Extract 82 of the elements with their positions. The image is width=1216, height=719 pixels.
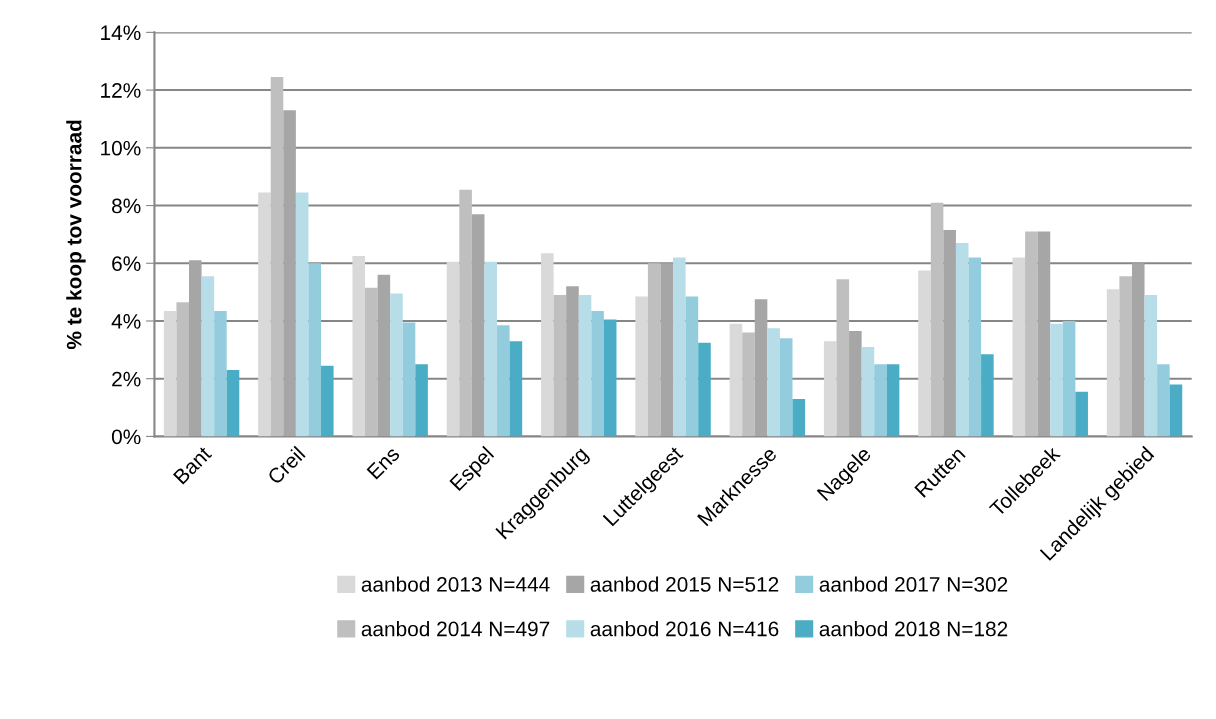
bar: [390, 293, 403, 437]
bar: [1037, 231, 1051, 437]
bar: [673, 257, 686, 437]
bar: [836, 279, 850, 437]
y-axis-title: % te koop tov voorraad: [66, 120, 86, 350]
bar: [163, 310, 177, 437]
y-tick-label: 8%: [112, 198, 141, 214]
bar: [591, 310, 604, 437]
bar: [955, 243, 969, 437]
y-tick-label: 10%: [101, 140, 141, 156]
bar: [742, 332, 755, 437]
bar: [214, 310, 227, 437]
bar: [1157, 364, 1170, 437]
bar: [823, 341, 837, 437]
y-tick-label: 12%: [101, 83, 141, 98]
bar: [509, 341, 523, 437]
bar: [930, 202, 944, 437]
y-tick-label: 6%: [112, 256, 141, 272]
bar: [861, 346, 875, 437]
bar: [415, 364, 428, 437]
bar: [754, 299, 768, 437]
bar: [446, 261, 460, 437]
bar: [497, 325, 510, 437]
bar: [603, 319, 617, 437]
bar: [1062, 320, 1076, 437]
legend-label: aanbod 2014 N=497: [361, 621, 550, 637]
bar: [647, 263, 661, 437]
bar: [1169, 384, 1183, 437]
bar: [698, 342, 711, 437]
legend-label: aanbod 2015 N=512: [590, 576, 779, 592]
bar: [459, 189, 472, 437]
bar: [918, 270, 931, 437]
bar: [402, 322, 416, 437]
bar: [258, 192, 271, 437]
bar: [1144, 295, 1158, 437]
bar: [321, 365, 334, 437]
bar: [874, 364, 887, 437]
bar: [484, 261, 498, 437]
bar: [1075, 391, 1088, 437]
bar: [943, 230, 956, 437]
legend-label: aanbod 2013 N=444: [361, 576, 550, 592]
bar: [886, 364, 900, 437]
bar: [1050, 323, 1063, 437]
bar: [635, 296, 648, 437]
bar: [176, 302, 190, 437]
bar: [1119, 276, 1132, 437]
y-tick-label: 4%: [111, 314, 141, 329]
bar: [365, 287, 378, 437]
y-tick-label: 0%: [111, 429, 141, 445]
bar: [849, 331, 862, 437]
bar: [352, 256, 366, 437]
bar: [1012, 257, 1026, 437]
bar: [270, 77, 284, 437]
bar: [1106, 289, 1120, 437]
bar: [295, 192, 309, 437]
bar: [541, 253, 554, 437]
bar: [792, 398, 806, 437]
bar: [685, 296, 699, 437]
bar: [660, 263, 674, 437]
y-tick-label: 14%: [101, 25, 141, 41]
bar: [377, 274, 391, 437]
bar: [767, 328, 780, 437]
bar: [471, 214, 485, 437]
bar: [578, 295, 592, 437]
y-tick-label: 2%: [112, 371, 141, 387]
bar: [201, 276, 215, 437]
bar: [566, 286, 579, 437]
bar: [981, 354, 994, 437]
x-tick-label: Ens: [366, 445, 401, 480]
bar: [729, 323, 743, 437]
legend-label: aanbod 2016 N=416: [590, 621, 779, 637]
bar: [1025, 231, 1038, 437]
bar: [189, 260, 202, 437]
legend-label: aanbod 2017 N=302: [819, 576, 1008, 592]
bar: [1131, 263, 1145, 437]
bar: [308, 263, 322, 437]
bar: [553, 295, 567, 437]
bar: [283, 110, 296, 437]
bar: [779, 338, 793, 437]
bar: [226, 370, 240, 437]
legend-label: aanbod 2018 N=182: [819, 621, 1008, 637]
bar: [968, 257, 982, 437]
